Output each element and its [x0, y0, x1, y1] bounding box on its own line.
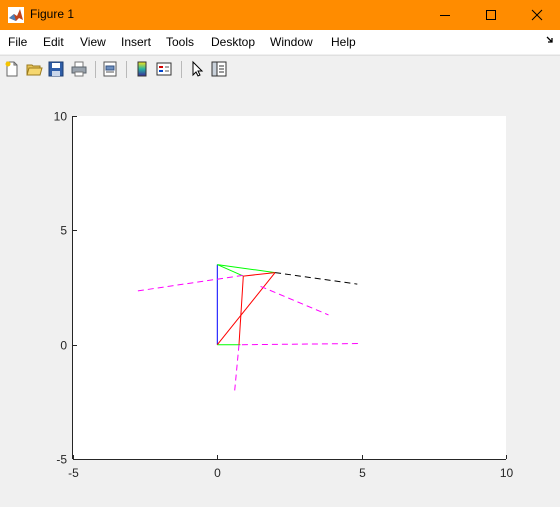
plot-svg[interactable]: -5 0 5 10 -5 0 5 10 [0, 83, 560, 502]
x-tick-label: -5 [68, 466, 79, 480]
toolbar-separator [95, 61, 96, 78]
toolbar-separator [181, 61, 182, 78]
y-tick-label: 5 [60, 224, 67, 238]
toolbar-separator [126, 61, 127, 78]
series-line [217, 264, 276, 274]
series-line [260, 285, 329, 316]
colorbar-icon[interactable] [133, 60, 151, 78]
menu-file[interactable]: File [8, 35, 28, 49]
figure-canvas: -5 0 5 10 -5 0 5 10 [0, 83, 560, 502]
menu-bar: File Edit View Insert Tools Desktop Wind… [0, 30, 560, 54]
menu-view[interactable]: View [80, 35, 106, 49]
close-button[interactable] [514, 0, 560, 30]
title-bar: Figure 1 [0, 0, 560, 30]
series-line [137, 274, 247, 292]
toolbar [0, 55, 560, 84]
menu-window[interactable]: Window [270, 35, 313, 49]
property-inspector-icon[interactable] [210, 60, 228, 78]
window-title: Figure 1 [30, 7, 75, 21]
series-line [217, 264, 244, 277]
minimize-icon [440, 15, 450, 16]
menu-edit[interactable]: Edit [43, 35, 64, 49]
y-tick-label: 0 [60, 339, 67, 353]
save-icon[interactable] [47, 60, 65, 78]
series-line [275, 272, 358, 285]
maximize-button[interactable] [468, 0, 514, 30]
x-tick-label: 10 [500, 466, 514, 480]
series-line [234, 344, 240, 391]
menu-insert[interactable]: Insert [121, 35, 152, 49]
close-icon [531, 9, 543, 21]
minimize-button[interactable] [422, 0, 468, 30]
legend-icon[interactable] [155, 60, 173, 78]
y-tick-label: 10 [54, 110, 68, 124]
menu-tools[interactable]: Tools [166, 35, 195, 49]
maximize-icon [486, 10, 496, 20]
print-icon[interactable] [70, 60, 88, 78]
open-file-icon[interactable] [25, 60, 43, 78]
menu-help[interactable]: Help [331, 35, 356, 49]
series-line [216, 272, 276, 346]
matlab-logo-icon [8, 7, 24, 23]
series-line [243, 272, 276, 277]
new-figure-icon[interactable] [3, 60, 21, 78]
plot-area [73, 116, 506, 459]
x-tick-label: 0 [214, 466, 221, 480]
x-tick-label: 5 [359, 466, 366, 480]
series-line [238, 276, 244, 345]
dock-arrow-icon[interactable] [546, 36, 554, 44]
print-preview-icon[interactable] [101, 60, 119, 78]
pointer-icon[interactable] [188, 60, 206, 78]
y-tick-label: -5 [56, 453, 67, 467]
menu-desktop[interactable]: Desktop [211, 35, 256, 49]
